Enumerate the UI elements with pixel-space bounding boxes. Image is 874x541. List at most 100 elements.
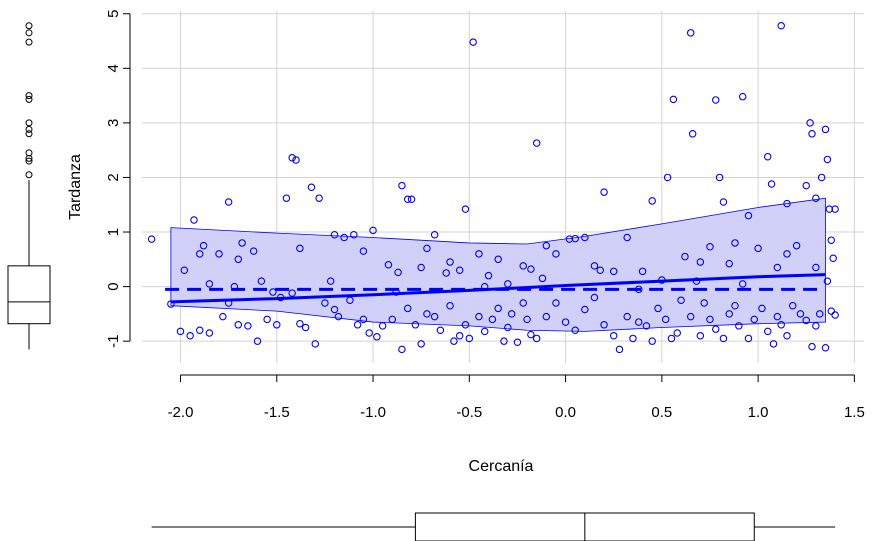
data-point [792, 241, 801, 250]
y-tick-label: 1 [105, 228, 122, 236]
data-point [504, 323, 512, 332]
x-tick-label: 0.0 [555, 404, 576, 421]
data-point [590, 262, 599, 270]
data-point [735, 322, 743, 330]
data-point [488, 315, 497, 324]
data-point [244, 322, 252, 330]
data-point [590, 293, 599, 302]
data-point [234, 321, 243, 329]
data-point [696, 258, 705, 266]
data-point [789, 301, 797, 310]
data-point [430, 231, 439, 239]
data-point [532, 139, 541, 147]
y-tick-label: 5 [105, 10, 122, 18]
data-point [763, 327, 772, 336]
data-point [296, 244, 304, 253]
data-point [648, 197, 656, 205]
data-point [673, 329, 681, 337]
data-point [648, 337, 656, 345]
data-point [423, 310, 431, 318]
data-point [417, 340, 425, 348]
data-point [817, 173, 826, 182]
data-point [596, 266, 604, 274]
data-point [180, 266, 189, 274]
outlier-point [25, 22, 33, 30]
data-point [600, 321, 608, 329]
data-point [808, 342, 816, 351]
data-point [186, 331, 194, 340]
data-point [808, 130, 816, 138]
data-point [600, 188, 608, 196]
outlier-point [25, 154, 33, 162]
data-point [523, 315, 531, 324]
x-tick-label: -1.0 [360, 404, 386, 421]
x-tick-label: 0.5 [651, 404, 672, 421]
data-point [224, 198, 233, 206]
data-point [411, 321, 420, 329]
data-point [257, 277, 266, 285]
box-iqr [7, 265, 51, 325]
data-point [403, 304, 412, 313]
outlier-point [25, 171, 33, 179]
data-point [417, 263, 425, 272]
outlier-point [25, 157, 33, 165]
data-point [484, 271, 493, 280]
data-point [369, 226, 377, 235]
data-point [688, 130, 697, 138]
data-point [215, 250, 223, 258]
data-point [821, 343, 830, 352]
data-point [436, 326, 445, 335]
data-point [330, 231, 339, 239]
data-point [802, 316, 810, 325]
data-point [831, 205, 839, 213]
data-point [288, 289, 296, 297]
data-point [190, 216, 198, 224]
outlier-point [25, 125, 33, 133]
data-point [307, 183, 316, 192]
data-point [494, 304, 502, 313]
x-tick-label: -1.5 [264, 404, 290, 421]
data-point [663, 173, 672, 182]
data-point [269, 288, 277, 296]
data-point [249, 247, 258, 255]
x-tick-label: -0.5 [456, 404, 482, 421]
x-tick-label: -2.0 [168, 404, 194, 421]
data-point [542, 312, 551, 321]
confidence-band-area [170, 197, 826, 332]
data-point [527, 330, 535, 339]
x-tick-label: 1.5 [844, 404, 865, 421]
data-point [806, 119, 814, 127]
data-point [273, 321, 281, 329]
data-point [461, 321, 470, 329]
data-point [763, 152, 772, 161]
data-point [442, 269, 450, 277]
data-point [711, 96, 720, 104]
data-point [340, 233, 348, 242]
data-point [238, 239, 246, 247]
data-point [767, 180, 776, 188]
data-point [796, 310, 805, 318]
data-point [773, 312, 782, 321]
data-point [205, 329, 214, 337]
data-point [301, 323, 310, 332]
y-tick-label: 2 [105, 173, 122, 181]
data-point [494, 255, 502, 264]
data-point [398, 181, 406, 190]
data-point [738, 280, 747, 288]
data-point [821, 125, 830, 134]
data-point [769, 340, 778, 348]
data-point [538, 274, 547, 283]
outlier-point [25, 38, 33, 46]
data-point [500, 337, 508, 345]
data-point [423, 244, 431, 253]
data-point [475, 312, 483, 321]
outlier-point [25, 149, 33, 157]
data-point [552, 299, 560, 307]
data-point [378, 322, 387, 330]
outlier-point [25, 92, 33, 100]
data-point [758, 304, 766, 313]
data-point [667, 334, 676, 343]
data-point [825, 205, 834, 213]
data-points [147, 21, 839, 354]
